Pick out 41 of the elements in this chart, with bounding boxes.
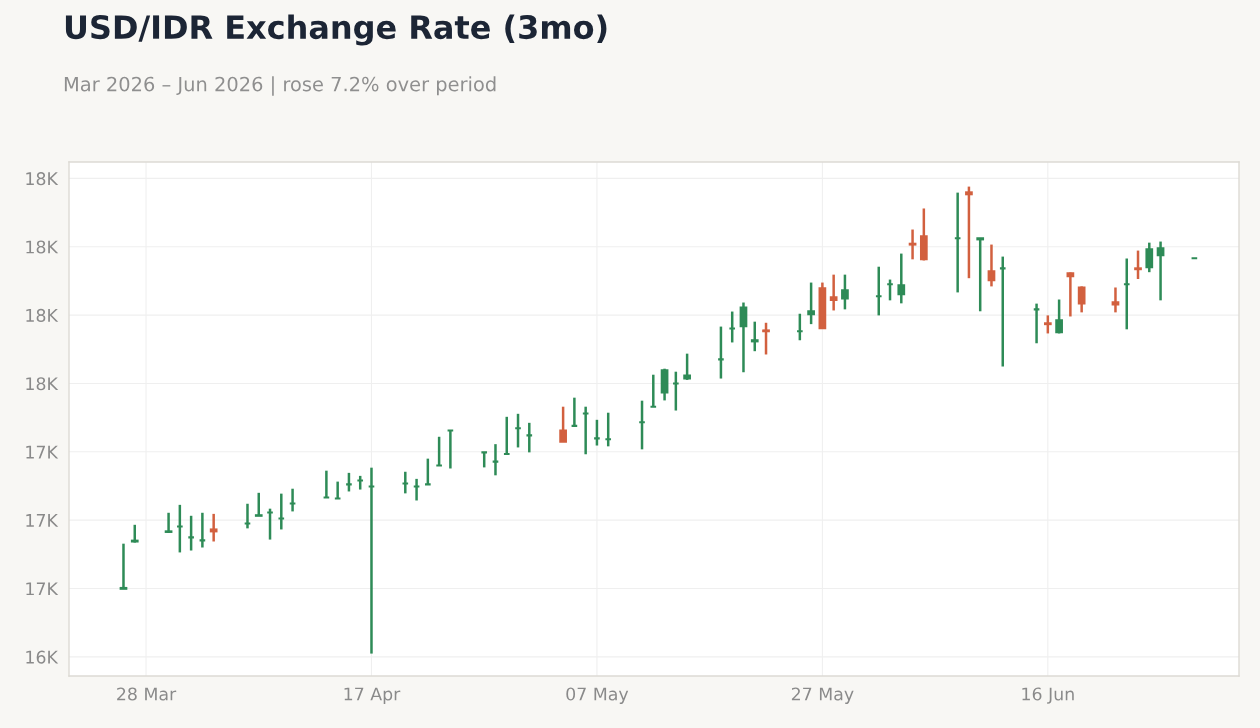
candlestick bbox=[965, 185, 973, 280]
y-tick-label: 16K bbox=[26, 650, 59, 664]
x-tick-label: 27 May bbox=[791, 687, 854, 704]
candlestick bbox=[807, 281, 815, 326]
y-tick-label: 17K bbox=[26, 582, 59, 596]
candlestick bbox=[559, 405, 567, 443]
candlestick bbox=[841, 273, 849, 311]
candlestick bbox=[829, 273, 838, 312]
candlestick bbox=[1077, 285, 1086, 314]
candlestick bbox=[919, 207, 928, 262]
candlestick bbox=[897, 252, 906, 305]
y-tick-label: 18K bbox=[26, 172, 59, 186]
y-tick-label: 18K bbox=[26, 308, 59, 322]
y-tick-label: 18K bbox=[26, 240, 59, 254]
x-tick-label: 17 Apr bbox=[344, 687, 401, 704]
candlestick bbox=[1156, 240, 1165, 302]
candlestick bbox=[987, 243, 996, 288]
candlestick bbox=[1145, 241, 1154, 274]
candlestick bbox=[254, 491, 263, 518]
candlestick bbox=[119, 542, 128, 591]
candlestick bbox=[1055, 298, 1063, 335]
y-tick-label: 17K bbox=[26, 445, 59, 459]
candlestick bbox=[209, 512, 218, 543]
candlestick bbox=[1066, 271, 1075, 318]
candlestick bbox=[1043, 314, 1052, 335]
chart-title: USD/IDR Exchange Rate (3mo) bbox=[65, 14, 607, 46]
candlestick bbox=[762, 321, 770, 356]
y-tick-label: 18K bbox=[26, 377, 59, 391]
candlestick bbox=[1111, 286, 1120, 314]
candlestick bbox=[976, 237, 985, 313]
candlestick bbox=[1134, 249, 1142, 281]
candlestick bbox=[683, 352, 691, 382]
x-tick-label: 28 Mar bbox=[117, 687, 177, 701]
x-tick-label: 07 May bbox=[566, 687, 629, 704]
chart-subtitle: Mar 2026 – Jun 2026 | rose 7.2% over period bbox=[64, 76, 496, 96]
candlestick bbox=[739, 301, 748, 374]
candlestick bbox=[750, 320, 759, 353]
candlestick bbox=[660, 367, 669, 402]
x-tick-label: 16 Jun bbox=[1022, 687, 1074, 704]
y-tick-label: 17K bbox=[26, 514, 59, 527]
candlestick bbox=[908, 228, 917, 261]
